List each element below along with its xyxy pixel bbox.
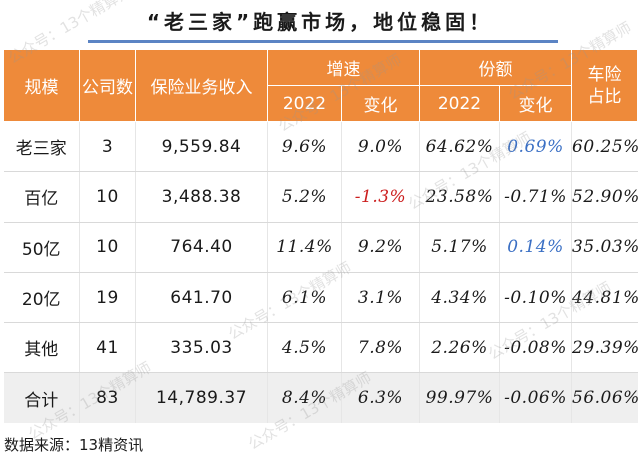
- cell-growth-2022: 9.6%: [267, 121, 342, 173]
- cell-scale: 老三家: [3, 121, 80, 173]
- cell-auto-ratio: 56.06%: [571, 372, 639, 423]
- cell-auto-ratio: 44.81%: [571, 272, 639, 324]
- cell-growth-change: 6.3%: [341, 372, 420, 423]
- title-underline: [88, 40, 558, 43]
- cell-growth-2022: 5.2%: [267, 171, 342, 223]
- cell-growth-2022: 11.4%: [267, 222, 342, 273]
- cell-companies: 83: [79, 372, 136, 423]
- table-row: 50亿 10 764.40 11.4% 9.2% 5.17% 0.14% 35.…: [3, 222, 639, 273]
- cell-growth-change: 9.2%: [341, 222, 420, 273]
- table-row: 百亿 10 3,488.38 5.2% -1.3% 23.58% -0.71% …: [3, 171, 639, 223]
- cell-premium: 14,789.37: [135, 372, 268, 423]
- cell-premium: 764.40: [135, 222, 268, 273]
- header-share-2022: 2022: [419, 85, 500, 122]
- data-source-note: 数据来源：13精资讯: [4, 436, 144, 454]
- cell-growth-2022: 6.1%: [267, 272, 342, 324]
- header-scale: 规模: [3, 49, 80, 122]
- cell-growth-change: -1.3%: [341, 171, 420, 223]
- market-share-table: 规模 公司数 保险业务收入 增速 份额 车险 占比 2022 变化 2022 变…: [3, 49, 639, 423]
- cell-scale: 其他: [3, 322, 80, 374]
- cell-share-change: -0.06%: [499, 372, 572, 423]
- cell-premium: 3,488.38: [135, 171, 268, 223]
- cell-share-2022: 64.62%: [419, 121, 500, 173]
- cell-growth-2022: 8.4%: [267, 372, 342, 423]
- cell-auto-ratio: 29.39%: [571, 322, 639, 374]
- header-auto-line2: 占比: [587, 86, 622, 107]
- header-share-change: 变化: [499, 85, 572, 122]
- cell-share-2022: 4.34%: [419, 272, 500, 324]
- cell-scale: 20亿: [3, 272, 80, 324]
- cell-companies: 10: [79, 222, 136, 273]
- header-share: 份额: [419, 49, 572, 86]
- header-premium: 保险业务收入: [135, 49, 268, 122]
- table-row: 其他 41 335.03 4.5% 7.8% 2.26% -0.08% 29.3…: [3, 322, 639, 374]
- header-auto-ratio: 车险 占比: [571, 49, 638, 122]
- table-row: 老三家 3 9,559.84 9.6% 9.0% 64.62% 0.69% 60…: [3, 121, 639, 173]
- cell-companies: 3: [79, 121, 136, 173]
- cell-share-2022: 99.97%: [419, 372, 500, 423]
- cell-premium: 641.70: [135, 272, 268, 324]
- page-title: “老三家”跑赢市场，地位稳固！: [146, 10, 494, 34]
- header-growth-2022: 2022: [267, 85, 342, 122]
- cell-share-2022: 5.17%: [419, 222, 500, 273]
- header-growth-change: 变化: [341, 85, 420, 122]
- cell-scale: 百亿: [3, 171, 80, 223]
- cell-growth-change: 9.0%: [341, 121, 420, 173]
- cell-companies: 41: [79, 322, 136, 374]
- cell-companies: 10: [79, 171, 136, 223]
- cell-auto-ratio: 35.03%: [571, 222, 639, 273]
- cell-growth-2022: 4.5%: [267, 322, 342, 374]
- cell-share-change: 0.69%: [499, 121, 572, 173]
- cell-scale: 50亿: [3, 222, 80, 273]
- table-row: 20亿 19 641.70 6.1% 3.1% 4.34% -0.10% 44.…: [3, 272, 639, 324]
- cell-auto-ratio: 52.90%: [571, 171, 639, 223]
- table-total-row: 合计 83 14,789.37 8.4% 6.3% 99.97% -0.06% …: [3, 372, 639, 423]
- cell-share-change: -0.08%: [499, 322, 572, 374]
- cell-share-change: -0.71%: [499, 171, 572, 223]
- header-growth: 增速: [267, 49, 420, 86]
- cell-scale: 合计: [3, 372, 80, 423]
- cell-growth-change: 7.8%: [341, 322, 420, 374]
- cell-share-2022: 2.26%: [419, 322, 500, 374]
- cell-share-change: -0.10%: [499, 272, 572, 324]
- header-companies: 公司数: [79, 49, 136, 122]
- cell-auto-ratio: 60.25%: [571, 121, 639, 173]
- cell-premium: 9,559.84: [135, 121, 268, 173]
- cell-share-2022: 23.58%: [419, 171, 500, 223]
- cell-companies: 19: [79, 272, 136, 324]
- cell-share-change: 0.14%: [499, 222, 572, 273]
- header-auto-line1: 车险: [587, 64, 622, 85]
- cell-premium: 335.03: [135, 322, 268, 374]
- cell-growth-change: 3.1%: [341, 272, 420, 324]
